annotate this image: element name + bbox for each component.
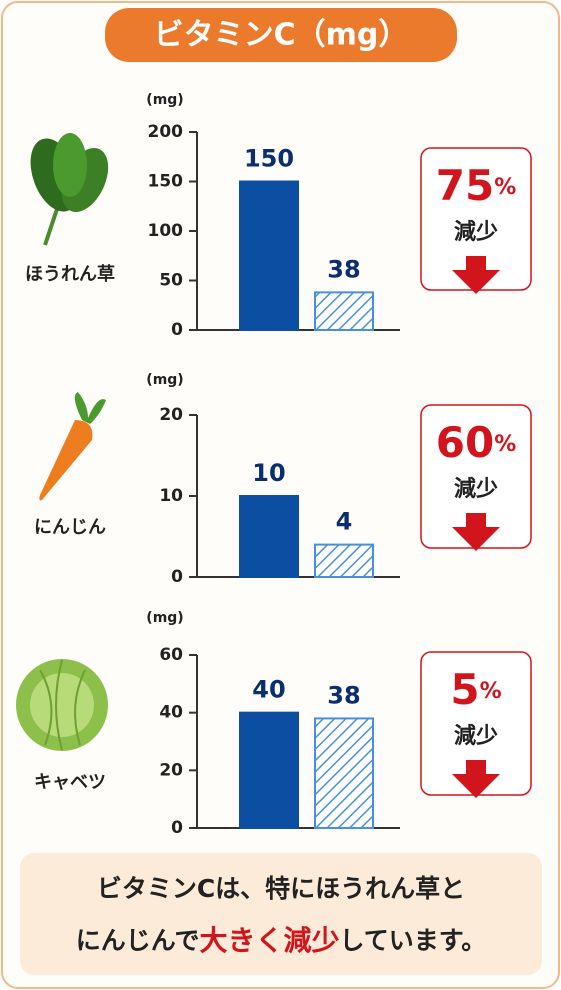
badge-value: 60 [436, 418, 494, 467]
value-label: 38 [327, 681, 360, 709]
spinach-illustration [30, 133, 109, 246]
badge-arrow [452, 513, 500, 551]
value-label: 4 [336, 508, 353, 536]
y-tick-label: 20 [159, 760, 183, 780]
y-tick-label: 20 [159, 405, 183, 425]
veg-name: にんじん [34, 517, 106, 538]
bar [314, 291, 374, 332]
y-tick-label: 0 [171, 567, 183, 587]
y-tick-label: 0 [171, 818, 183, 838]
bar [239, 180, 299, 331]
footer-text: にんじんで [76, 926, 200, 955]
badge-percent: 75% [436, 161, 517, 210]
footer-box [20, 853, 542, 975]
carrot-illustration [39, 392, 106, 501]
badge-value: 5 [450, 665, 479, 714]
badge-unit: % [494, 432, 516, 457]
cabbage-illustration [16, 659, 108, 751]
bar [314, 717, 374, 830]
badge-arrow [452, 760, 500, 798]
veg-name: ほうれん草 [25, 263, 115, 285]
badge-unit: % [494, 175, 516, 200]
header-pill [105, 8, 457, 62]
footer-emphasis: 大きく減少 [199, 924, 339, 957]
y-tick-label: 60 [159, 645, 183, 665]
value-label: 40 [252, 676, 285, 704]
y-tick-label: 0 [171, 320, 183, 340]
y-unit: (mg) [146, 610, 183, 626]
footer-line2: にんじんで大きく減少しています。 [76, 924, 487, 957]
y-unit: (mg) [146, 372, 183, 388]
value-label: 38 [327, 255, 360, 283]
y-tick-label: 10 [159, 486, 183, 506]
y-tick-label: 200 [148, 122, 184, 142]
badge-label: 減少 [454, 220, 498, 245]
footer-line1: ビタミンCは、特にほうれん草と [97, 874, 465, 903]
value-label: 150 [244, 145, 294, 173]
y-tick-label: 50 [159, 271, 183, 291]
badge-percent: 5% [450, 665, 501, 714]
badge-value: 75 [436, 161, 494, 210]
bar [239, 495, 299, 578]
y-tick-label: 100 [148, 221, 184, 241]
veg-name: キャベツ [34, 772, 106, 793]
bar [314, 543, 374, 578]
badge-label: 減少 [454, 477, 498, 502]
badge-percent: 60% [436, 418, 517, 467]
badge-label: 減少 [454, 724, 498, 749]
badge-arrow [452, 256, 500, 294]
badge-unit: % [480, 679, 502, 704]
y-tick-label: 150 [148, 172, 184, 192]
footer-text: しています。 [340, 926, 487, 955]
title: ビタミンC（mg） [154, 18, 409, 53]
y-tick-label: 40 [159, 703, 183, 723]
value-label: 10 [252, 459, 285, 487]
bar [239, 711, 299, 830]
y-unit: (mg) [146, 92, 183, 108]
